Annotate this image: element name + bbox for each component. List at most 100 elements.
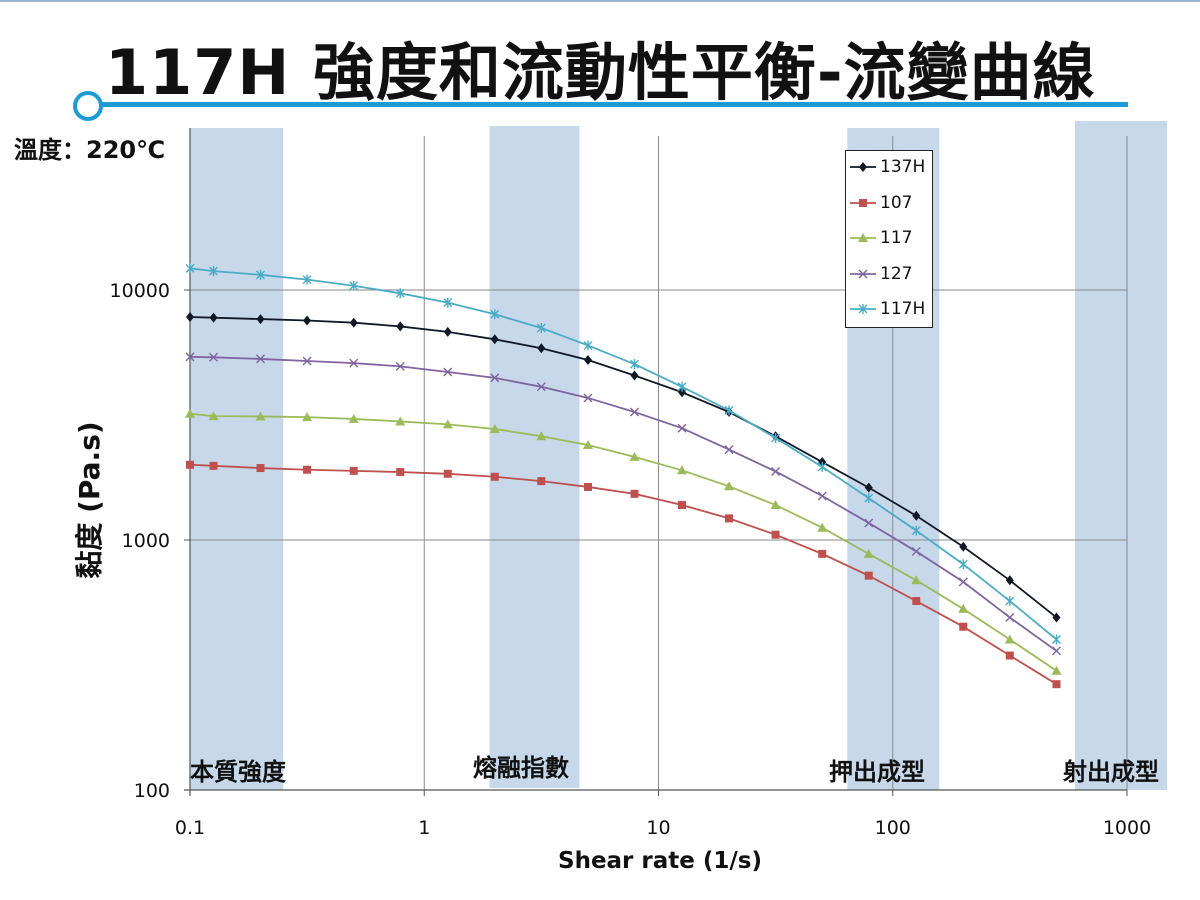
data-point-137h — [209, 312, 218, 323]
region-label-extrusion: 押出成型 — [829, 758, 925, 786]
data-point-127 — [677, 423, 687, 433]
data-point-117 — [863, 548, 874, 558]
legend-swatch-marker — [859, 162, 867, 172]
x-tick-label: 10 — [646, 817, 670, 839]
data-point-107 — [912, 597, 921, 606]
data-point-117h — [817, 461, 827, 472]
data-point-117h — [349, 280, 359, 291]
y-axis-label: 黏度 (Pa.s) — [73, 421, 106, 579]
data-point-127 — [395, 361, 405, 371]
data-point-117h — [958, 559, 968, 570]
data-point-117 — [442, 419, 453, 429]
data-point-107 — [490, 472, 499, 481]
series-line-107 — [189, 463, 1057, 685]
temperature-label: 溫度：220℃ — [14, 136, 166, 164]
region-label-melt-index: 熔融指數 — [473, 754, 569, 782]
data-point-117h — [185, 263, 195, 274]
data-point-117h — [395, 288, 405, 299]
data-point-137h — [303, 315, 312, 326]
legend-label: 117H — [880, 299, 926, 319]
data-point-137h — [583, 354, 592, 365]
data-point-137h — [1052, 612, 1061, 623]
data-point-117h — [1051, 634, 1061, 645]
data-point-117h — [256, 269, 266, 280]
data-point-137h — [349, 317, 358, 328]
data-point-127 — [817, 491, 827, 501]
data-point-107 — [303, 465, 312, 474]
data-point-107 — [1052, 680, 1061, 689]
title-underline — [95, 102, 1128, 107]
data-point-117h — [724, 405, 734, 416]
data-point-127 — [583, 393, 593, 403]
data-point-107 — [256, 464, 265, 473]
data-point-107 — [725, 514, 734, 523]
top-border-line — [0, 0, 1200, 2]
legend-item-117h: 117H — [846, 299, 925, 319]
data-point-107 — [583, 482, 592, 491]
data-point-117 — [1004, 634, 1015, 644]
y-tick-label: 100 — [134, 780, 170, 802]
legend-swatch-marker — [858, 304, 868, 314]
x-tick-label: 1000 — [1103, 817, 1151, 839]
data-point-117 — [911, 575, 922, 585]
legend-item-107: 107 — [846, 193, 912, 213]
chart-legend: 137H 107 117 127 117H — [845, 150, 933, 328]
data-point-117h — [443, 297, 453, 308]
data-point-117 — [302, 412, 313, 422]
legend-label: 127 — [880, 263, 913, 284]
series-line-117 — [189, 412, 1057, 672]
series-137h — [186, 311, 1061, 623]
shaded-region-0 — [190, 128, 284, 790]
data-point-127 — [349, 358, 359, 368]
x-tick-label: 100 — [875, 817, 911, 839]
data-point-117 — [770, 500, 781, 510]
data-point-107 — [630, 489, 639, 498]
data-point-127 — [864, 518, 874, 528]
data-point-127 — [1051, 646, 1061, 656]
legend-swatch-marker — [859, 198, 867, 207]
data-point-137h — [490, 334, 499, 345]
shaded-region-3 — [1075, 121, 1167, 790]
data-point-117h — [1005, 596, 1015, 607]
data-point-117h — [630, 359, 640, 370]
data-point-137h — [959, 541, 968, 552]
data-point-117h — [771, 432, 781, 443]
data-point-117 — [185, 408, 195, 418]
data-point-117 — [677, 465, 688, 475]
data-point-107 — [818, 549, 827, 558]
title-circle-bullet — [73, 91, 103, 121]
data-point-117h — [864, 493, 874, 504]
data-point-127 — [490, 373, 500, 383]
y-tick-label: 10000 — [110, 280, 170, 302]
data-point-117 — [1051, 665, 1062, 675]
data-point-107 — [1005, 651, 1014, 660]
data-point-127 — [771, 466, 781, 476]
y-tick-label: 1000 — [122, 530, 170, 552]
x-tick-label: 0.1 — [175, 817, 205, 839]
data-point-137h — [912, 510, 921, 521]
legend-swatch-marker — [858, 269, 868, 278]
data-point-107 — [959, 622, 968, 631]
legend-item-137h: 137H — [846, 157, 925, 177]
data-point-107 — [771, 530, 780, 539]
data-point-117h — [583, 340, 593, 351]
data-point-137h — [396, 321, 405, 332]
data-point-117 — [395, 416, 406, 426]
data-point-137h — [630, 370, 639, 381]
data-point-107 — [396, 468, 405, 477]
shaded-region-1 — [489, 126, 580, 788]
data-point-127 — [630, 407, 640, 417]
data-point-107 — [349, 466, 358, 475]
region-label-intrinsic-strength: 本質強度 — [190, 758, 286, 786]
data-point-137h — [186, 311, 194, 322]
region-label-injection: 射出成型 — [1063, 758, 1159, 786]
series-107 — [186, 460, 1061, 689]
data-point-137h — [537, 343, 546, 354]
data-point-127 — [958, 577, 968, 587]
series-line-117h — [189, 267, 1058, 641]
x-tick-label: 1 — [418, 817, 430, 839]
data-point-107 — [678, 501, 687, 510]
data-point-117 — [536, 431, 547, 441]
data-point-127 — [209, 352, 219, 362]
